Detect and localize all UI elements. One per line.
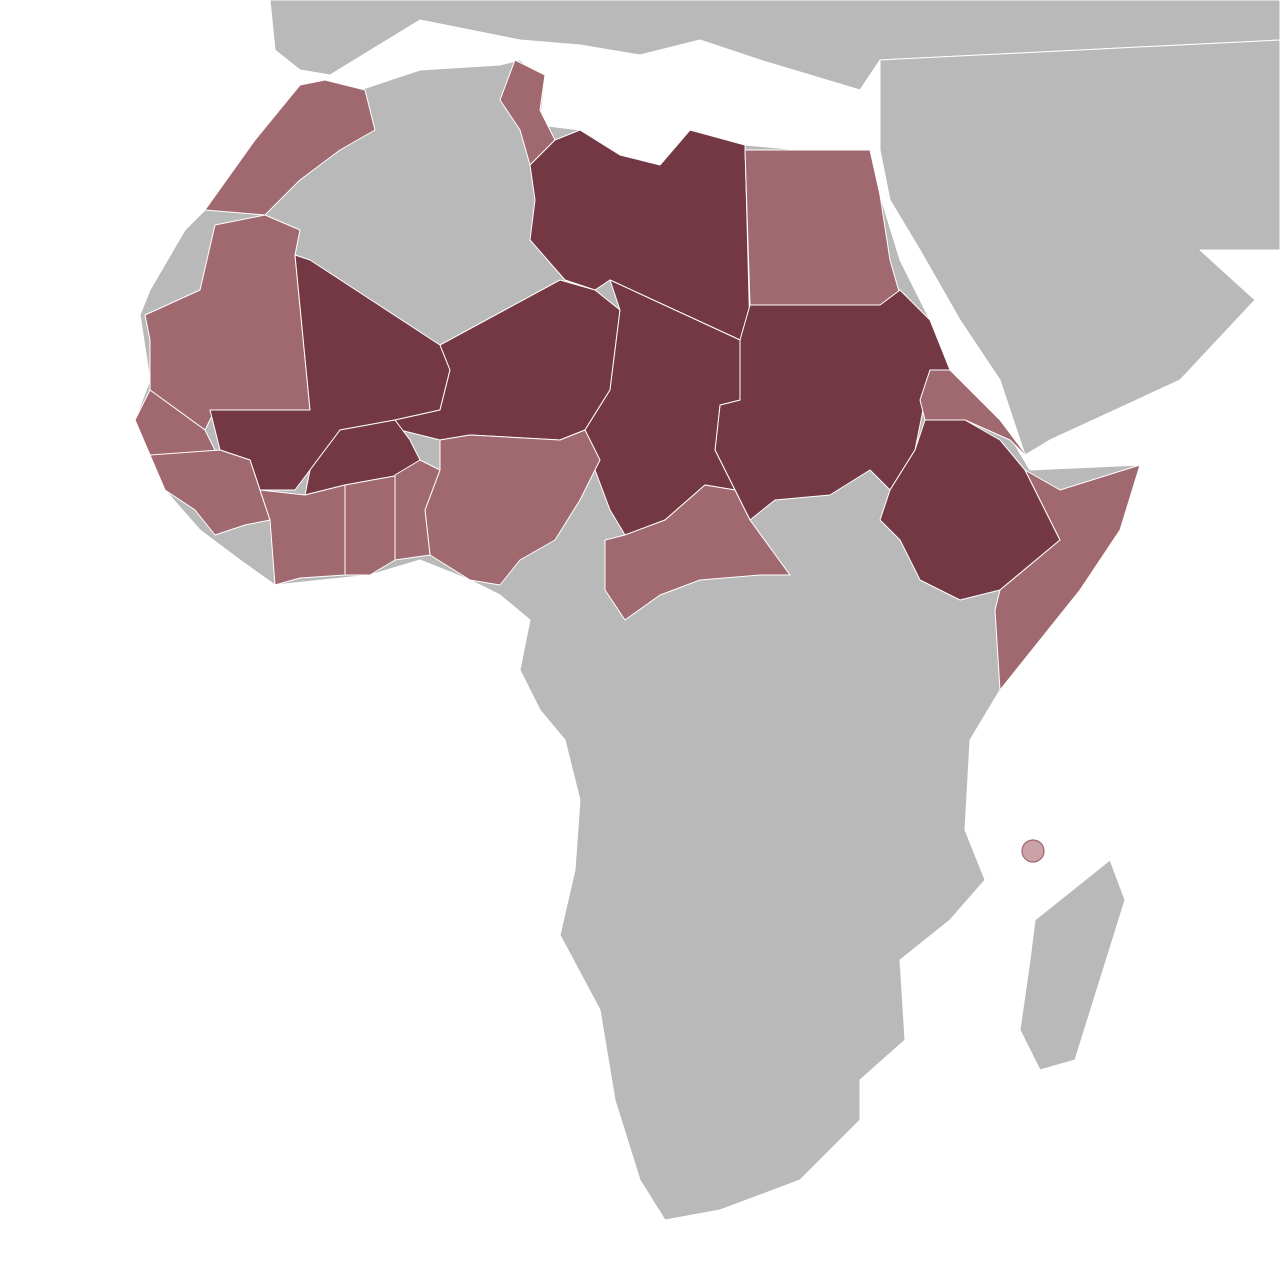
country-ethiopia [879, 419, 1061, 601]
comoros-marker [1021, 839, 1045, 863]
country-morocco [204, 79, 376, 216]
country-central-african-republic [604, 484, 791, 621]
country-ghana [344, 474, 401, 576]
country-guinea [149, 449, 271, 536]
country-cote-divoire [259, 484, 346, 586]
madagascar [1019, 859, 1126, 1071]
middle-east [879, 39, 1280, 456]
country-eritrea [919, 369, 1031, 461]
country-somalia [994, 464, 1141, 691]
country-togo-benin [394, 459, 441, 561]
